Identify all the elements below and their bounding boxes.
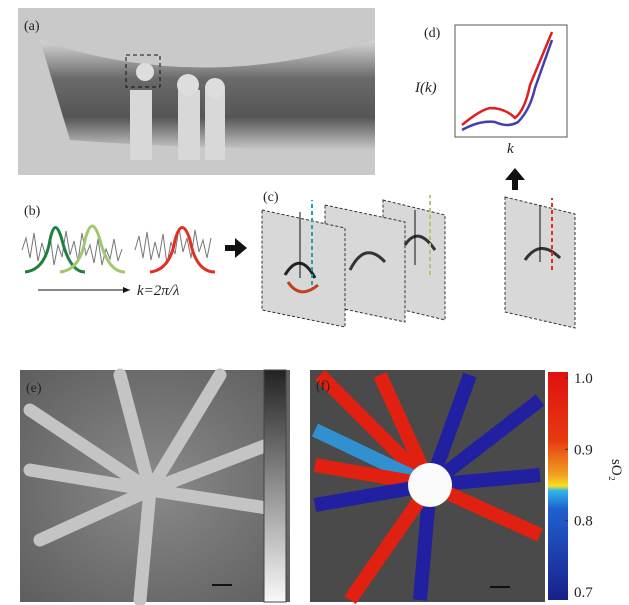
panel-label: (a) [24, 19, 40, 34]
panel-label: (b) [24, 204, 41, 219]
colorbar-title: sO₂ [608, 459, 624, 481]
axis-label: k=2π/λ [137, 283, 180, 299]
arrow [225, 238, 247, 258]
panel-label: (d) [424, 26, 441, 41]
panel-label: (c) [263, 190, 279, 205]
tick-label: 0.7 [574, 585, 593, 601]
grayscale-bar [264, 370, 286, 602]
x-label: k [507, 141, 514, 157]
y-label: I(k) [414, 80, 437, 96]
tick-label: 0.9 [574, 442, 593, 458]
panel-label: (e) [26, 381, 42, 396]
panel-a-image [18, 8, 375, 175]
so2-colorbar [548, 372, 568, 600]
panel-label: (f) [316, 379, 330, 394]
figure: (a) (d) I(k) k (b) k=2π/λ (c) (e) [0, 0, 629, 605]
arrow [505, 168, 525, 190]
figure-canvas: (a) (d) I(k) k (b) k=2π/λ (c) (e) [0, 0, 629, 605]
tick-label: 0.8 [574, 514, 593, 530]
tick-label: 1.0 [574, 371, 593, 387]
